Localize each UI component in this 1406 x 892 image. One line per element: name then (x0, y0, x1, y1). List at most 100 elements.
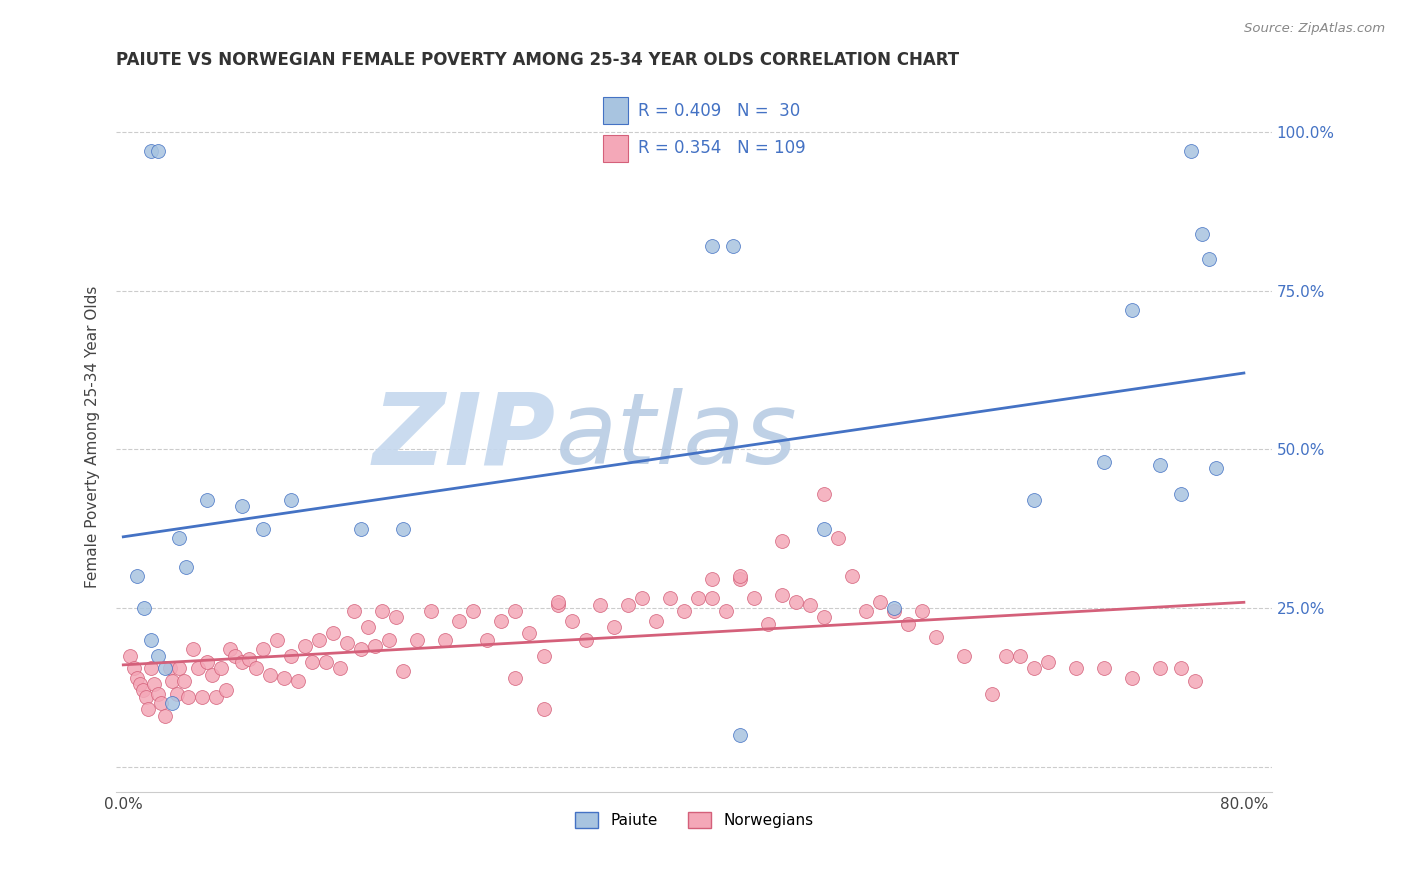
Text: ZIP: ZIP (373, 388, 555, 485)
Point (120, 648, 142, 663)
Point (1170, 487, 1192, 501)
Point (252, 642, 274, 657)
Point (1121, 671, 1143, 685)
Point (190, 690, 212, 704)
Point (721, 239, 744, 253)
Point (350, 522, 373, 536)
Point (560, 614, 582, 628)
Point (124, 661, 146, 675)
Point (169, 661, 191, 675)
Point (209, 661, 232, 675)
Point (329, 661, 352, 675)
Point (855, 604, 877, 618)
Point (280, 648, 302, 663)
Point (505, 671, 527, 685)
Point (770, 534, 793, 549)
Point (574, 632, 596, 647)
Point (869, 594, 891, 608)
Point (1092, 455, 1115, 469)
Point (181, 642, 204, 657)
Point (343, 604, 366, 618)
Point (162, 673, 184, 688)
Legend: Paiute, Norwegians: Paiute, Norwegians (569, 805, 820, 834)
Point (728, 728, 751, 742)
Point (273, 671, 295, 685)
Point (799, 598, 821, 612)
Point (1170, 661, 1192, 675)
Point (129, 677, 152, 691)
Point (135, 690, 157, 704)
Point (827, 531, 849, 545)
Point (155, 661, 177, 675)
Point (1008, 648, 1031, 663)
Point (533, 702, 555, 716)
Point (231, 655, 253, 669)
Point (952, 648, 974, 663)
Point (883, 601, 905, 615)
Point (1036, 655, 1059, 669)
Point (195, 655, 218, 669)
Point (266, 632, 288, 647)
Point (672, 604, 695, 618)
Point (138, 702, 160, 716)
Point (371, 604, 394, 618)
Point (588, 598, 610, 612)
Point (350, 642, 373, 657)
Point (186, 661, 208, 675)
Point (1180, 144, 1202, 158)
Y-axis label: Female Poverty Among 25-34 Year Olds: Female Poverty Among 25-34 Year Olds (86, 285, 100, 588)
Point (357, 620, 380, 634)
Point (252, 522, 274, 536)
Point (214, 683, 236, 698)
Point (547, 594, 569, 608)
Point (378, 632, 401, 647)
Point (547, 598, 569, 612)
Point (294, 639, 316, 653)
Point (127, 569, 149, 583)
Point (392, 665, 415, 679)
Point (813, 522, 835, 536)
Point (813, 610, 835, 624)
Point (148, 144, 170, 158)
Point (1205, 461, 1227, 475)
Point (770, 588, 793, 602)
Point (195, 493, 218, 508)
Point (238, 651, 260, 665)
Point (925, 630, 948, 644)
Point (364, 639, 387, 653)
Point (1121, 302, 1143, 317)
Point (533, 648, 555, 663)
Point (644, 614, 666, 628)
Point (1022, 661, 1045, 675)
Point (630, 591, 652, 606)
Point (1184, 673, 1206, 688)
Point (602, 620, 624, 634)
Point (204, 690, 226, 704)
Point (322, 626, 344, 640)
Point (148, 648, 170, 663)
Point (449, 614, 471, 628)
Point (141, 661, 163, 675)
Point (658, 591, 681, 606)
Point (166, 687, 188, 701)
Point (141, 144, 163, 158)
Point (200, 667, 222, 681)
Point (714, 604, 737, 618)
Point (505, 604, 527, 618)
Point (308, 632, 330, 647)
Point (177, 690, 200, 704)
Point (463, 604, 485, 618)
Point (841, 569, 863, 583)
Point (385, 610, 408, 624)
Point (519, 626, 541, 640)
Point (406, 632, 429, 647)
Point (883, 604, 905, 618)
Point (1064, 661, 1087, 675)
Point (1198, 252, 1220, 266)
Point (742, 591, 765, 606)
Point (150, 696, 173, 710)
Point (280, 493, 302, 508)
Point (392, 522, 415, 536)
Point (148, 687, 170, 701)
Text: Source: ZipAtlas.com: Source: ZipAtlas.com (1244, 22, 1385, 36)
